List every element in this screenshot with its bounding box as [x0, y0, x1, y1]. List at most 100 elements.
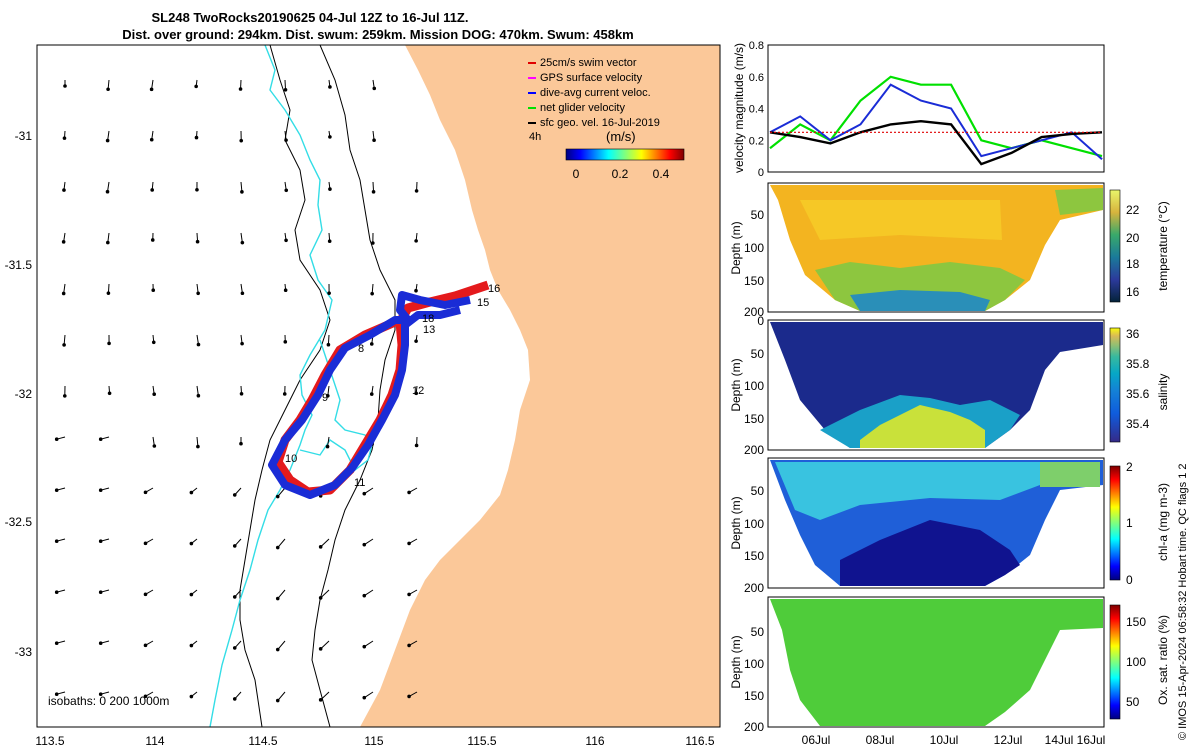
oxygen-panel: 50 100 150 Ox. sat. ratio (%) 50 100 150…: [729, 596, 1170, 747]
vector-arrowhead: [283, 288, 288, 293]
chla-depth-100: 100: [744, 517, 764, 531]
vector-arrowhead: [152, 444, 157, 448]
oxygen-depth-150: 150: [744, 689, 764, 703]
salinity-tick-1: 35.6: [1126, 387, 1150, 401]
vector-arrowhead: [327, 239, 332, 244]
track-label-13: 13: [423, 324, 435, 336]
footer-note: © IMOS 15-Apr-2024 06:58:32 Hobart time.…: [1177, 463, 1189, 740]
vector-arrowhead: [369, 392, 374, 396]
map-x-tick-6: 116.5: [685, 734, 714, 748]
vector-arrow: [409, 743, 417, 747]
vector-arrowhead: [61, 240, 66, 244]
vector-arrowhead: [105, 189, 110, 194]
vector-arrowhead: [196, 393, 201, 398]
track-label-10: 10: [285, 453, 297, 465]
oxygen-depth-label: Depth (m): [729, 635, 743, 688]
vector-arrow: [320, 538, 330, 548]
vector-arrowhead: [328, 187, 332, 191]
vector-arrowhead: [328, 85, 332, 89]
date-tick-06: 06Jul: [802, 733, 831, 747]
chla-colorbar: [1109, 465, 1121, 581]
vector-arrowhead: [239, 392, 244, 396]
vector-arrowhead: [232, 493, 237, 497]
salinity-depth-label: Depth (m): [729, 358, 743, 411]
vector-arrowhead: [414, 288, 418, 293]
vector-arrow: [320, 691, 330, 701]
vector-arrowhead: [190, 746, 194, 750]
vector-arrowhead: [62, 394, 67, 398]
salinity-depth-100: 100: [744, 379, 764, 393]
vector-arrowhead: [275, 494, 280, 499]
vector-arrowhead: [414, 391, 418, 396]
legend-net: net glider velocity: [540, 102, 625, 114]
vector-arrow: [277, 589, 286, 599]
chla-tick-1: 1: [1126, 516, 1133, 530]
track-label-16: 16: [488, 283, 500, 295]
oxygen-tick-0: 50: [1126, 695, 1140, 709]
temperature-tick-3: 22: [1126, 203, 1140, 217]
salinity-colorbar: [1109, 327, 1121, 443]
velocity-y-tick-2: 0.4: [749, 104, 764, 116]
legend-gps: GPS surface velocity: [540, 72, 643, 84]
vector-arrowhead: [414, 443, 419, 448]
vector-arrowhead: [54, 692, 59, 696]
vector-arrowhead: [107, 341, 111, 346]
vector-arrowhead: [239, 441, 243, 446]
vector-arrowhead: [98, 692, 103, 696]
map-x-tick-4: 115.5: [467, 734, 496, 748]
vector-arrowhead: [61, 291, 66, 296]
vector-arrowhead: [54, 641, 59, 645]
vector-arrowhead: [98, 437, 103, 441]
vector-arrowhead: [326, 393, 330, 398]
vector-arrowhead: [371, 241, 375, 245]
vector-arrowhead: [325, 444, 330, 449]
track-label-15: 15: [477, 297, 489, 309]
temperature-depth-100: 100: [744, 241, 764, 255]
chla-tick-0: 0: [1126, 573, 1133, 587]
vector-arrowhead: [196, 444, 200, 449]
map-panel: 8 9 10 11 12 13 16 18 15 25cm/s swim vec…: [5, 44, 721, 750]
chla-deep-low: [840, 520, 1020, 586]
map-legend: 25cm/s swim vector GPS surface velocity …: [528, 57, 685, 181]
glider-track-blue: [268, 291, 471, 499]
vector-arrowhead: [62, 343, 66, 347]
vector-arrowhead: [275, 698, 280, 703]
track-label-12: 12: [412, 385, 424, 397]
vector-arrowhead: [362, 491, 367, 496]
map-y-tick-1: -31.5: [5, 258, 33, 272]
vector-arrowhead: [372, 138, 376, 143]
isobath-label: isobaths: 0 200 1000m: [48, 694, 169, 708]
vector-arrowhead: [98, 641, 103, 645]
salinity-tick-2: 35.8: [1126, 357, 1150, 371]
vector-arrowhead: [283, 340, 288, 344]
vector-arrowhead: [284, 138, 288, 142]
vector-arrowhead: [414, 189, 419, 193]
vector-arrowhead: [149, 137, 154, 142]
temperature-colorbar: [1109, 189, 1121, 303]
chla-depth-150: 150: [744, 549, 764, 563]
map-y-tick-3: -32.5: [5, 515, 33, 529]
vector-arrowhead: [318, 647, 323, 651]
vector-arrowhead: [196, 291, 200, 296]
vector-arrowhead: [362, 593, 367, 598]
oxygen-tick-2: 150: [1126, 615, 1146, 629]
vector-arrowhead: [414, 239, 418, 243]
vector-arrowhead: [362, 542, 367, 547]
map-x-tick-5: 116: [585, 734, 604, 748]
temperature-depth-200: 200: [744, 305, 764, 319]
vector-arrowhead: [194, 84, 198, 89]
scale-label: 4h: [529, 131, 541, 143]
vector-arrow: [277, 538, 286, 548]
velocity-line-3: [769, 119, 1103, 166]
map-y-tick-0: -31: [15, 129, 33, 143]
vector-arrowhead: [63, 84, 67, 88]
velocity-y-tick-4: 0.8: [749, 40, 764, 52]
legend-swim: 25cm/s swim vector: [540, 57, 637, 69]
chla-tick-2: 2: [1126, 460, 1133, 474]
vector-arrowhead: [275, 647, 280, 652]
velocity-line-1: [769, 83, 1103, 161]
vector-arrowhead: [240, 240, 245, 245]
velocity-y-tick-0: 0: [758, 167, 764, 179]
vector-arrowhead: [275, 545, 280, 550]
